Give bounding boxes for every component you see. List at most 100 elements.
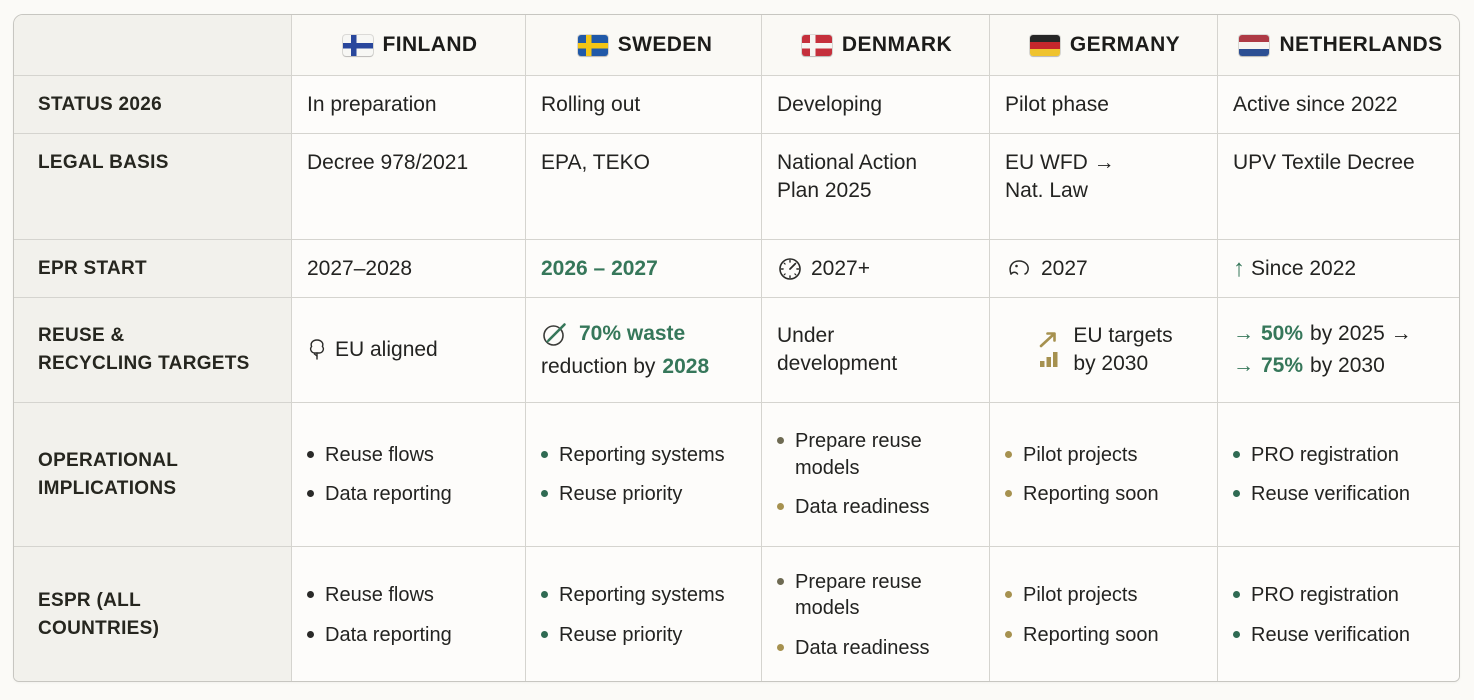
list-item: Reuse verification (1233, 622, 1449, 648)
list-item: Reporting systems (541, 582, 749, 608)
cell-espr-germany: Pilot projects Reporting soon (990, 547, 1218, 681)
cell-espr-finland: Reuse flows Data reporting (292, 547, 526, 681)
row-label-espr-all-countries: ESPR (ALL COUNTRIES) (14, 547, 292, 681)
pencil-circle-icon (541, 319, 571, 349)
list-item: Reuse flows (307, 582, 513, 608)
bullet-dot (541, 450, 548, 458)
list-item: PRO registration (1233, 582, 1449, 608)
list-item: Data readiness (777, 635, 977, 661)
germany-flag-icon (1029, 34, 1060, 56)
row-label-legal-basis: LEGAL BASIS (14, 134, 292, 240)
finland-flag-icon (342, 34, 373, 56)
column-header-germany: GERMANY (990, 15, 1218, 76)
cell-operational-finland: Reuse flows Data reporting (292, 403, 526, 547)
country-name: GERMANY (1069, 33, 1181, 57)
country-name: DENMARK (841, 33, 953, 57)
cell-targets-finland: EU aligned (292, 298, 526, 403)
corner-cell (14, 15, 292, 76)
cell-legal-netherlands: UPV Textile Decree (1218, 134, 1459, 240)
row-label-epr-start: EPR START (14, 240, 292, 298)
bullet-dot (1005, 490, 1012, 497)
row-label-status-2026: STATUS 2026 (14, 76, 292, 134)
column-header-denmark: DENMARK (762, 15, 990, 76)
right-arrow-icon: → (1233, 354, 1254, 377)
bullet-dot (1005, 450, 1012, 458)
bullet-dot (777, 577, 784, 585)
list-item: Reporting soon (1005, 481, 1205, 507)
cell-legal-finland: Decree 978/2021 (292, 134, 526, 240)
cell-operational-germany: Pilot projects Reporting soon (990, 403, 1218, 547)
list-item: Reuse verification (1233, 481, 1449, 507)
sweden-flag-icon (577, 34, 608, 56)
cell-espr-sweden: Reporting systems Reuse priority (526, 547, 762, 681)
up-arrow-icon: ↑ (1233, 254, 1245, 282)
cell-status-netherlands: Active since 2022 (1218, 76, 1459, 134)
cell-status-denmark: Developing (762, 76, 990, 134)
bullet-dot (1233, 490, 1240, 497)
row-label-operational-implications: OPERATIONAL IMPLICATIONS (14, 403, 292, 547)
cell-legal-denmark: National Action Plan 2025 (762, 134, 990, 240)
cell-epr-germany: 2027 (990, 240, 1218, 298)
list-item: Pilot projects (1005, 582, 1205, 608)
row-label-reuse-recycling-targets: REUSE & RECYCLING TARGETS (14, 298, 292, 403)
right-arrow-icon: → (1233, 322, 1254, 346)
bullet-dot (307, 591, 314, 599)
list-item: Reporting systems (541, 442, 749, 468)
list-item: PRO registration (1233, 442, 1449, 468)
cell-espr-netherlands: PRO registration Reuse verification (1218, 547, 1459, 681)
cell-targets-denmark: Under development (762, 298, 990, 403)
column-header-netherlands: NETHERLANDS (1218, 15, 1459, 76)
country-name: SWEDEN (617, 33, 713, 57)
list-item: Reporting soon (1005, 622, 1205, 648)
bullet-dot (307, 450, 314, 458)
bullet-dot (307, 490, 314, 497)
netherlands-flag-icon (1239, 34, 1270, 56)
cell-operational-netherlands: PRO registration Reuse verification (1218, 403, 1459, 547)
list-item: Prepare reuse models (777, 569, 977, 622)
cell-targets-sweden: 70% waste reduction by 2028 (526, 298, 762, 403)
country-comparison-table: FINLAND SWEDEN DENMARK GERMANY NETHERLAN… (13, 14, 1460, 682)
cell-status-germany: Pilot phase (990, 76, 1218, 134)
list-item: Reuse priority (541, 481, 749, 507)
list-item: Data reporting (307, 622, 513, 648)
bullet-dot (1005, 591, 1012, 599)
list-item: Data readiness (777, 494, 977, 520)
bullet-dot (1233, 630, 1240, 638)
cell-targets-netherlands: → 50% by 2025 → → 75% by 2030 (1218, 298, 1459, 403)
list-item: Reuse priority (541, 622, 749, 648)
column-header-sweden: SWEDEN (526, 15, 762, 76)
cell-epr-denmark: 2027+ (762, 240, 990, 298)
bullet-dot (541, 591, 548, 599)
bullet-dot (1233, 450, 1240, 458)
list-item: Reuse flows (307, 442, 513, 468)
cell-espr-denmark: Prepare reuse models Data readiness (762, 547, 990, 681)
bullet-dot (1233, 591, 1240, 599)
cell-legal-germany: EU WFD → Nat. Law (990, 134, 1218, 240)
cell-operational-denmark: Prepare reuse models Data readiness (762, 403, 990, 547)
cell-targets-germany: EU targets by 2030 (990, 298, 1218, 403)
cell-epr-netherlands: ↑ Since 2022 (1218, 240, 1459, 298)
tree-icon (307, 338, 327, 362)
clock-icon (777, 256, 803, 282)
bullet-dot (777, 643, 784, 651)
cell-legal-sweden: EPA, TEKO (526, 134, 762, 240)
bullet-dot (307, 630, 314, 638)
bullet-dot (777, 503, 784, 511)
bullet-dot (541, 630, 548, 638)
country-name: NETHERLANDS (1279, 33, 1443, 57)
cell-epr-sweden: 2026 – 2027 (526, 240, 762, 298)
denmark-flag-icon (801, 34, 832, 56)
growth-chart-icon (1037, 331, 1063, 369)
cell-epr-finland: 2027–2028 (292, 240, 526, 298)
cell-status-sweden: Rolling out (526, 76, 762, 134)
list-item: Prepare reuse models (777, 428, 977, 481)
bird-icon (1005, 257, 1033, 281)
bullet-dot (777, 437, 784, 445)
cell-operational-sweden: Reporting systems Reuse priority (526, 403, 762, 547)
cell-status-finland: In preparation (292, 76, 526, 134)
bullet-dot (1005, 630, 1012, 638)
list-item: Pilot projects (1005, 442, 1205, 468)
list-item: Data reporting (307, 481, 513, 507)
country-name: FINLAND (382, 33, 478, 57)
column-header-finland: FINLAND (292, 15, 526, 76)
